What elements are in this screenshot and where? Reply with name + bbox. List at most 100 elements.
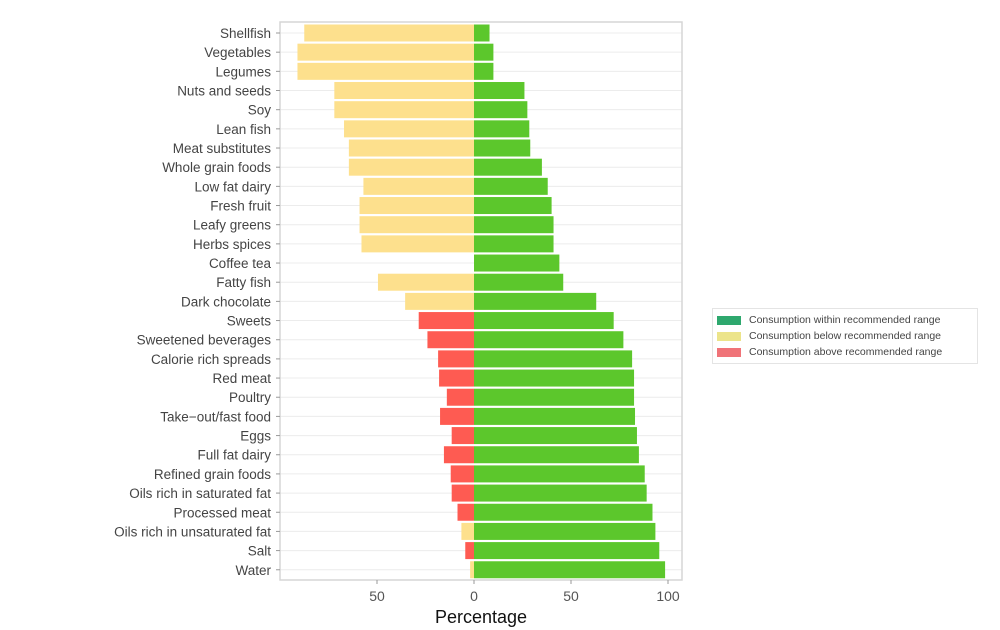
category-label: Leafy greens	[193, 218, 271, 233]
category-label: Shellfish	[220, 26, 271, 41]
bar-within-range	[474, 177, 548, 195]
bar-within-range	[474, 216, 554, 234]
bar-within-range	[474, 542, 660, 560]
bar-within-range	[474, 24, 490, 42]
bar-above-range	[451, 427, 474, 445]
bar-below-range	[348, 158, 474, 176]
category-label: Take−out/fast food	[160, 409, 271, 424]
bar-within-range	[474, 522, 656, 540]
bar-within-range	[474, 139, 531, 157]
category-label: Poultry	[229, 390, 271, 405]
bar-within-range	[474, 62, 494, 80]
category-label: Dark chocolate	[181, 294, 271, 309]
category-label: Whole grain foods	[162, 160, 271, 175]
legend-swatch	[717, 347, 741, 357]
legend-label: Consumption below recommended range	[749, 330, 942, 342]
bar-below-range	[297, 62, 474, 80]
legend-item: Consumption within recommended range	[717, 312, 973, 328]
legend-label: Consumption within recommended range	[749, 314, 941, 326]
category-label: Oils rich in unsaturated fat	[114, 524, 271, 539]
category-label: Sweetened beverages	[137, 333, 272, 348]
category-label: Salt	[248, 544, 272, 559]
bar-within-range	[474, 235, 554, 253]
y-axis-labels: Shellfish Vegetables Legumes Nuts and seeds…	[114, 26, 280, 578]
bars	[297, 24, 666, 579]
category-label: Water	[235, 563, 271, 578]
bar-above-range	[418, 312, 474, 330]
bar-below-range	[363, 177, 474, 195]
bar-below-range	[361, 235, 474, 253]
bar-below-range	[334, 82, 474, 100]
bar-above-range	[439, 369, 474, 387]
bar-above-range	[450, 465, 474, 483]
bar-within-range	[474, 369, 635, 387]
legend-item: Consumption above recommended range	[717, 344, 973, 360]
category-label: Red meat	[212, 371, 271, 386]
legend-swatch	[717, 315, 741, 325]
bar-below-range	[297, 43, 474, 61]
bar-below-range	[377, 273, 474, 291]
bar-below-range	[334, 101, 474, 119]
bar-within-range	[474, 388, 635, 406]
x-axis-ticks: 50 0 50 100	[369, 580, 680, 604]
bar-within-range	[474, 446, 639, 464]
category-label: Processed meat	[173, 505, 271, 520]
category-label: Meat substitutes	[173, 141, 272, 156]
legend: Consumption within recommended range Cons…	[712, 308, 978, 364]
bar-above-range	[440, 407, 474, 425]
bar-within-range	[474, 331, 624, 349]
bar-below-range	[359, 216, 474, 234]
bar-within-range	[474, 312, 614, 330]
bar-below-range	[344, 120, 474, 138]
category-label: Calorie rich spreads	[151, 352, 271, 367]
bar-within-range	[474, 82, 525, 100]
bar-within-range	[474, 503, 653, 521]
x-tick-label: 50	[369, 588, 385, 604]
category-label: Coffee tea	[209, 256, 272, 271]
x-tick-label: 0	[470, 588, 478, 604]
bar-within-range	[474, 101, 528, 119]
legend-label: Consumption above recommended range	[749, 346, 943, 358]
x-tick-label: 50	[563, 588, 579, 604]
bar-within-range	[474, 484, 647, 502]
category-label: Vegetables	[204, 45, 271, 60]
bar-within-range	[474, 350, 633, 368]
category-label: Fatty fish	[216, 275, 271, 290]
category-label: Fresh fruit	[210, 199, 271, 214]
legend-item: Consumption below recommended range	[717, 328, 973, 344]
category-label: Lean fish	[216, 122, 271, 137]
x-tick-label: 100	[656, 588, 680, 604]
category-label: Soy	[248, 103, 272, 118]
bar-within-range	[474, 197, 552, 215]
bar-above-range	[446, 388, 474, 406]
legend-swatch	[717, 331, 741, 341]
bar-within-range	[474, 427, 637, 445]
bar-below-range	[461, 522, 474, 540]
bar-within-range	[474, 273, 564, 291]
bar-within-range	[474, 158, 542, 176]
bar-below-range	[470, 561, 474, 579]
bar-above-range	[457, 503, 474, 521]
category-label: Eggs	[240, 429, 271, 444]
bar-above-range	[438, 350, 474, 368]
bar-above-range	[443, 446, 474, 464]
bar-within-range	[474, 120, 530, 138]
bar-within-range	[474, 561, 666, 579]
bar-within-range	[474, 407, 636, 425]
bar-above-range	[451, 484, 474, 502]
bar-within-range	[474, 254, 560, 272]
bar-within-range	[474, 292, 597, 310]
category-label: Nuts and seeds	[177, 84, 271, 99]
category-label: Refined grain foods	[154, 467, 271, 482]
bar-within-range	[474, 43, 494, 61]
category-label: Full fat dairy	[197, 448, 271, 463]
bar-below-range	[304, 24, 474, 42]
bar-within-range	[474, 465, 645, 483]
category-label: Legumes	[215, 64, 271, 79]
bar-below-range	[405, 292, 474, 310]
bar-above-range	[465, 542, 474, 560]
bar-below-range	[359, 197, 474, 215]
category-label: Low fat dairy	[194, 179, 271, 194]
x-axis-title: Percentage	[435, 607, 527, 627]
